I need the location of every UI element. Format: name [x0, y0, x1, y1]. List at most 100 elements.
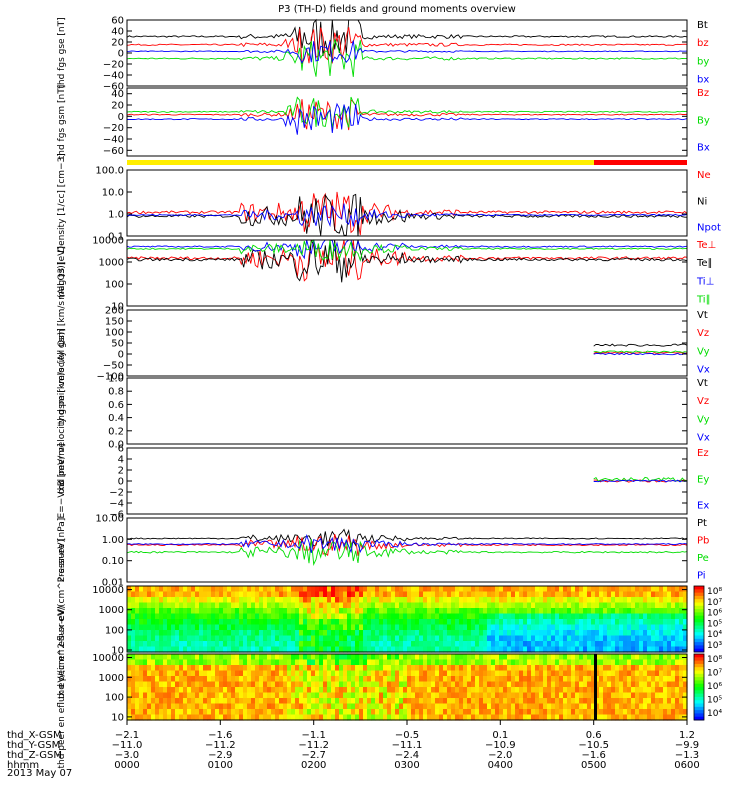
- spectrogram-cell: [519, 698, 524, 705]
- spectrogram-cell: [231, 670, 236, 677]
- spectrogram-cell: [579, 624, 584, 631]
- spectrogram-cell: [171, 602, 176, 609]
- spectrogram-cell: [427, 659, 432, 666]
- spectrogram-cell: [195, 698, 200, 705]
- spectrogram-cell: [619, 635, 624, 642]
- spectrogram-cell: [367, 709, 372, 716]
- spectrogram-cell: [523, 714, 528, 721]
- spectrogram-cell: [199, 670, 204, 677]
- spectrogram-cell: [215, 630, 220, 637]
- spectrogram-cell: [667, 714, 672, 721]
- spectrogram-cell: [151, 703, 156, 710]
- spectrogram-cell: [195, 586, 200, 593]
- spectrogram-cell: [635, 586, 640, 593]
- y-tick-label: 10: [111, 712, 124, 723]
- spectrogram-cell: [175, 659, 180, 666]
- spectrogram-cell: [599, 676, 604, 683]
- spectrogram-cell: [595, 613, 600, 620]
- spectrogram-cell: [191, 659, 196, 666]
- spectrogram-cell: [355, 602, 360, 609]
- spectrogram-cell: [455, 665, 460, 672]
- spectrogram-cell: [647, 654, 652, 661]
- spectrogram-cell: [183, 687, 188, 694]
- spectrogram-cell: [319, 681, 324, 688]
- panel-frame: [126, 585, 688, 653]
- x-tick-label: −2.9: [208, 750, 232, 761]
- legend-entry: Ne: [697, 170, 711, 181]
- spectrogram-cell: [515, 676, 520, 683]
- spectrogram-cell: [511, 676, 516, 683]
- spectrogram-cell: [499, 591, 504, 598]
- y-tick-label: 1.0: [108, 210, 124, 221]
- spectrogram-cell: [319, 602, 324, 609]
- spectrogram-cell: [627, 630, 632, 637]
- spectrogram-cell: [643, 619, 648, 626]
- spectrogram-cell: [467, 608, 472, 615]
- spectrogram-cell: [143, 591, 148, 598]
- spectrogram-cell: [135, 703, 140, 710]
- spectrogram-cell: [671, 591, 676, 598]
- spectrogram-cell: [247, 630, 252, 637]
- spectrogram-cell: [543, 630, 548, 637]
- spectrogram-cell: [675, 619, 680, 626]
- spectrogram-cell: [587, 630, 592, 637]
- spectrogram-cell: [439, 681, 444, 688]
- spectrogram-cell: [291, 665, 296, 672]
- spectrogram-cell: [251, 654, 256, 661]
- spectrogram-cell: [663, 586, 668, 593]
- spectrogram-cell: [131, 692, 136, 699]
- spectrogram-cell: [139, 676, 144, 683]
- spectrogram-cell: [175, 681, 180, 688]
- spectrogram-cell: [491, 687, 496, 694]
- spectrogram-cell: [527, 670, 532, 677]
- spectrogram-cell: [151, 591, 156, 598]
- spectrogram-cell: [187, 665, 192, 672]
- spectrogram-cell: [635, 703, 640, 710]
- spectrogram-cell: [187, 602, 192, 609]
- spectrogram-cell: [227, 714, 232, 721]
- spectrogram-cell: [199, 602, 204, 609]
- spectrogram-cell: [287, 597, 292, 604]
- spectrogram-cell: [487, 709, 492, 716]
- spectrogram-cell: [175, 586, 180, 593]
- spectrogram-cell: [503, 619, 508, 626]
- spectrogram-cell: [571, 659, 576, 666]
- spectrogram-cell: [635, 654, 640, 661]
- spectrogram-cell: [163, 646, 168, 653]
- spectrogram-cell: [243, 619, 248, 626]
- spectrogram-cell: [603, 676, 608, 683]
- spectrogram-cell: [387, 670, 392, 677]
- spectrogram-cell: [127, 659, 132, 666]
- spectrogram-cell: [639, 681, 644, 688]
- spectrogram-cell: [371, 619, 376, 626]
- spectrogram-cell: [519, 613, 524, 620]
- spectrogram-cell: [635, 646, 640, 653]
- spectrogram-cell: [499, 635, 504, 642]
- spectrogram-cell: [155, 597, 160, 604]
- spectrogram-cell: [283, 613, 288, 620]
- spectrogram-cell: [619, 681, 624, 688]
- plot-title: P3 (TH-D) fields and ground moments over…: [278, 4, 516, 15]
- spectrogram-cell: [467, 714, 472, 721]
- spectrogram-cell: [147, 698, 152, 705]
- spectrogram-cell: [335, 586, 340, 593]
- spectrogram-cell: [323, 703, 328, 710]
- spectrogram-cell: [427, 630, 432, 637]
- spectrogram-cell: [451, 635, 456, 642]
- spectrogram-cell: [627, 687, 632, 694]
- spectrogram-cell: [147, 608, 152, 615]
- spectrogram-cell: [423, 608, 428, 615]
- spectrogram-cell: [611, 670, 616, 677]
- spectrogram-cell: [643, 676, 648, 683]
- spectrogram-cell: [255, 608, 260, 615]
- spectrogram-cell: [219, 646, 224, 653]
- spectrogram-cell: [423, 687, 428, 694]
- spectrogram-cell: [443, 665, 448, 672]
- spectrogram-cell: [151, 646, 156, 653]
- spectrogram-cell: [543, 641, 548, 648]
- spectrogram-cell: [367, 608, 372, 615]
- spectrogram-cell: [143, 703, 148, 710]
- spectrogram-cell: [163, 641, 168, 648]
- spectrogram-cell: [251, 608, 256, 615]
